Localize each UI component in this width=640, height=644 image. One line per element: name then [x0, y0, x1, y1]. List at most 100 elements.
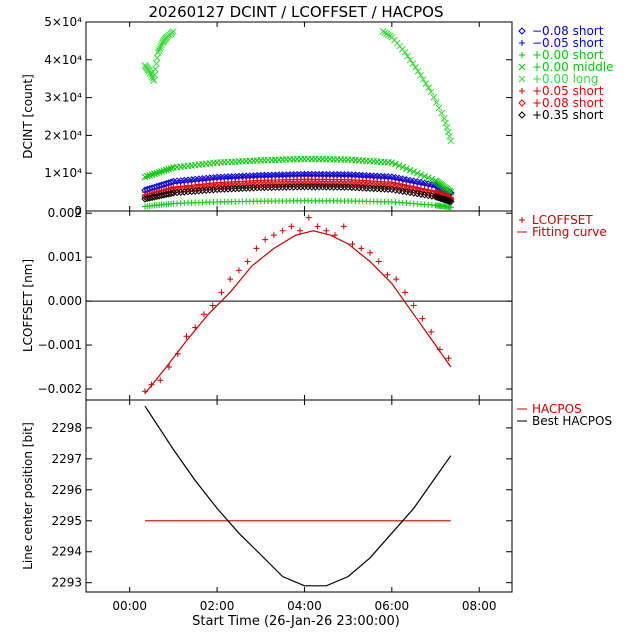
data-point [401, 289, 408, 296]
data-point [428, 328, 435, 335]
data-point [392, 160, 399, 168]
y-tick-label: 0 [74, 204, 82, 218]
data-point [395, 162, 403, 169]
data-point [165, 165, 173, 173]
legend-symbol [518, 75, 526, 83]
data-point [413, 169, 421, 177]
data-point [435, 104, 443, 112]
y-tick-label: 1×10⁴ [44, 166, 82, 180]
y-tick-label: 2293 [51, 576, 82, 590]
data-point [367, 249, 373, 256]
data-point [444, 128, 452, 136]
legend-label: +0.35 short [532, 108, 604, 122]
legend-symbol [519, 52, 525, 58]
x-tick-label: 02:00 [200, 599, 235, 613]
data-point [403, 165, 410, 173]
data-point [151, 71, 158, 79]
legend-symbol [519, 40, 525, 46]
data-point [297, 227, 304, 234]
data-point [419, 76, 427, 83]
legend-label: +0.05 short [532, 84, 604, 98]
data-point [183, 333, 190, 340]
data-point [146, 172, 154, 179]
y-tick-label: 0.001 [48, 250, 82, 264]
panel-hacpos: 2293 2294 2295 2296 2297 2298 00:00 02:00 04:00 0… [21, 399, 612, 613]
y-tick-label: 2294 [51, 545, 82, 559]
data-point [428, 175, 436, 183]
data-point [149, 75, 157, 83]
data-point [406, 56, 414, 64]
data-point [244, 258, 251, 265]
data-point [150, 77, 158, 84]
legend-label: +0.00 long [532, 72, 599, 86]
data-point [401, 48, 409, 56]
data-point [447, 137, 455, 145]
y-axis-label: DCINT [count] [21, 74, 35, 159]
data-point [146, 67, 153, 75]
data-point [235, 267, 242, 274]
legend-label: −0.08 short [532, 24, 604, 38]
y-tick-label: 2295 [51, 514, 82, 528]
plot-frame [85, 399, 513, 593]
data-point [410, 168, 418, 176]
data-point [170, 28, 177, 35]
data-point [200, 311, 207, 318]
data-point [417, 171, 425, 179]
series-line [144, 405, 452, 587]
data-point [340, 223, 347, 230]
data-point [433, 99, 440, 106]
y-tick-label: 2296 [51, 483, 82, 497]
data-point [314, 223, 321, 230]
data-point [270, 232, 277, 239]
y-tick-label: 0.002 [48, 206, 82, 220]
x-tick-label: 06:00 [375, 599, 410, 613]
data-point [409, 60, 417, 67]
legend-label: +0.00 middle [532, 60, 614, 74]
data-point [154, 48, 162, 56]
panel-lcoffset: −0.002 −0.001 0.000 0.001 0.002 LCOFFSET [nm]… [21, 206, 607, 401]
legend-symbol [519, 88, 525, 94]
plot-frame [85, 210, 513, 401]
data-point [167, 189, 175, 198]
data-point [262, 236, 269, 243]
data-point [155, 46, 163, 54]
data-point [358, 245, 365, 252]
y-tick-label: 4×10⁴ [44, 53, 82, 67]
legend-symbol [518, 99, 526, 107]
data-point [227, 276, 234, 283]
data-point [218, 289, 225, 296]
y-tick-label: −0.001 [38, 338, 82, 352]
y-tick-label: 2297 [51, 452, 82, 466]
data-point [151, 170, 158, 178]
data-point [158, 168, 165, 175]
panels-group: 0 1×10⁴ 2×10⁴ 3×10⁴ 4×10⁴ 5×10⁴ DCINT [count] −… [21, 15, 614, 613]
data-point [404, 52, 411, 60]
data-point [253, 245, 260, 252]
y-tick-label: 2×10⁴ [44, 128, 82, 142]
data-point [148, 171, 156, 178]
data-point [288, 223, 295, 230]
data-point [419, 315, 426, 322]
legend-label: LCOFFSET [532, 213, 593, 227]
legend-symbol [518, 63, 526, 71]
legend-label: Best HACPOS [532, 414, 612, 428]
y-tick-label: 3×10⁴ [44, 91, 82, 105]
data-point [143, 172, 151, 180]
data-point [425, 84, 432, 92]
data-point [305, 214, 312, 221]
data-point [157, 43, 165, 50]
legend-label: +0.00 short [532, 48, 604, 62]
data-point [430, 93, 438, 101]
data-point [406, 166, 414, 174]
data-point [157, 377, 164, 384]
data-point [323, 227, 330, 234]
data-point [384, 271, 391, 278]
data-point [160, 167, 168, 175]
y-tick-label: 5×10⁴ [44, 15, 82, 29]
legend-label: HACPOS [532, 402, 582, 416]
data-point [141, 173, 149, 181]
data-point [399, 163, 407, 171]
legend-symbol [518, 111, 526, 119]
data-point [152, 60, 160, 67]
